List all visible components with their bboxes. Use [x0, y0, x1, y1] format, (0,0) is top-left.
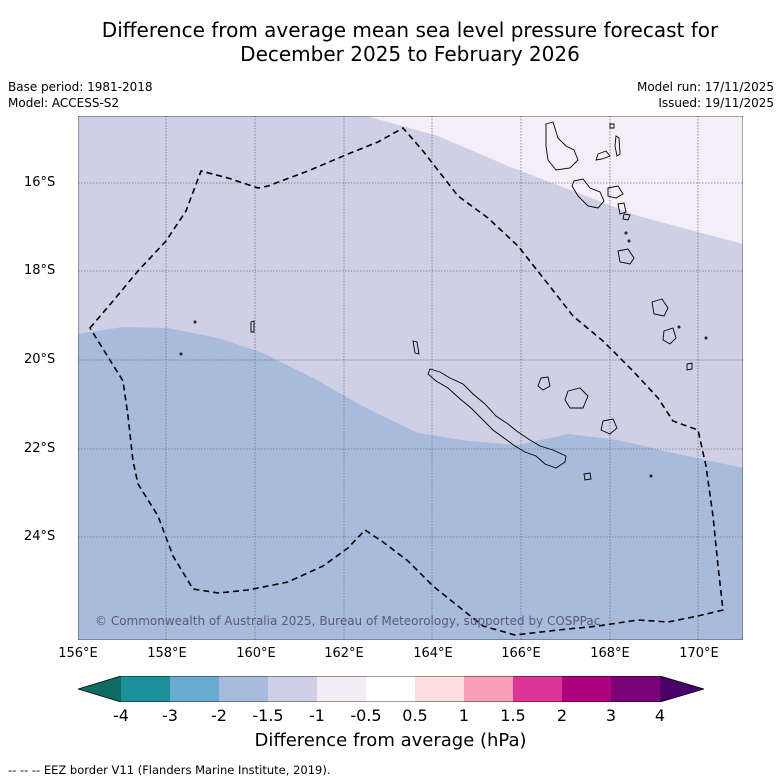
colorbar-tick-5: -0.5: [350, 706, 382, 725]
colorbar-segment-minus1_5-to-minus1: [268, 676, 317, 702]
lon-label-164e: 164°E: [413, 646, 453, 661]
model-name: Model: ACCESS-S2: [8, 96, 120, 110]
colorbar-segment-minus2-to-minus1_5: [219, 676, 268, 702]
issued-date: Issued: 19/11/2025: [658, 96, 774, 110]
island-maewo: [614, 135, 621, 157]
island-lifou: [564, 387, 589, 409]
island-chesterfield: [250, 320, 255, 333]
island-ambrym: [607, 185, 624, 199]
island-erromango: [651, 298, 669, 317]
anomaly-band-minus2-to-minus1_5: [78, 327, 743, 640]
colorbar-tick-11: 4: [654, 706, 666, 725]
island-ouvea: [537, 376, 551, 391]
island-epi: [617, 202, 627, 215]
colorbar-segment-minus3-to-minus2: [170, 676, 219, 702]
meta-right: Model run: 17/11/2025 Issued: 19/11/2025: [637, 79, 774, 111]
island-grande-terre: [427, 368, 567, 469]
colorbar-segment-below-minus4: [78, 676, 121, 702]
lat-label-20s: 20°S: [24, 352, 56, 367]
island-malekula: [571, 178, 605, 209]
lon-label-170e: 170°E: [679, 646, 719, 661]
colorbar-segment-minus1-to-minus0_5: [317, 676, 366, 702]
eez-legend: -- -- -- EEZ border V11 (Flanders Marine…: [8, 763, 331, 777]
island-aneityum: [686, 362, 693, 371]
islet-1: [677, 325, 681, 329]
colorbar-tick-2: -2: [211, 706, 227, 725]
colorbar-tick-4: -1: [309, 706, 325, 725]
lon-label-160e: 160°E: [236, 646, 276, 661]
island-tanna: [662, 327, 677, 345]
island-belep: [412, 340, 420, 355]
base-period: Base period: 1981-2018: [8, 80, 153, 94]
islet-4: [704, 336, 708, 340]
colorbar-title: Difference from average (hPa): [254, 730, 527, 751]
map-svg[interactable]: [77, 115, 744, 641]
colorbar-tick-3: -1.5: [252, 706, 284, 725]
colorbar-tick-9: 2: [556, 706, 568, 725]
island-malekula-north: [595, 150, 611, 161]
meta-left: Base period: 1981-2018 Model: ACCESS-S2: [8, 79, 153, 111]
lon-label-166e: 166°E: [501, 646, 541, 661]
islet-chesterfield-2: [193, 320, 197, 324]
lat-label-24s: 24°S: [24, 529, 56, 544]
colorbar-segment-2-to-3: [562, 676, 611, 702]
colorbar: [78, 676, 704, 702]
map-title: Difference from average mean sea level p…: [0, 18, 781, 66]
lat-label-16s: 16°S: [24, 175, 56, 190]
eez-border: [89, 126, 724, 636]
title-line-1: Difference from average mean sea level p…: [101, 18, 719, 42]
colorbar-segment-minus4-to-minus3: [121, 676, 170, 702]
islet-3: [627, 239, 631, 243]
colorbar-tick-7: 1: [458, 706, 470, 725]
island-shepherd: [622, 213, 631, 221]
lon-label-156e: 156°E: [58, 646, 98, 661]
colorbar-segment-0_5-to-1: [415, 676, 464, 702]
lon-label-162e: 162°E: [324, 646, 364, 661]
colorbar-segment-1-to-1_5: [464, 676, 513, 702]
colorbar-segment-minus0_5-to-0_5: [366, 676, 415, 702]
islet-chesterfield-1: [179, 352, 183, 356]
colorbar-tick-1: -3: [162, 706, 178, 725]
island-espiritu-santo: [545, 121, 579, 171]
colorbar-tick-0: -4: [113, 706, 129, 725]
anomaly-band-minus1-to-minus0_5: [366, 116, 743, 244]
islet-2: [624, 231, 628, 235]
vanuatu-islands: [545, 121, 708, 371]
lon-label-168e: 168°E: [590, 646, 630, 661]
islet-matthew: [649, 474, 653, 478]
island-north-banks: [609, 123, 615, 129]
colorbar-tick-6: 0.5: [402, 706, 428, 725]
colorbar-segment-above-4: [660, 676, 704, 702]
new-caledonia: [179, 320, 653, 481]
colorbar-tick-10: 3: [605, 706, 617, 725]
colorbar-tick-8: 1.5: [500, 706, 526, 725]
map-panel[interactable]: [77, 115, 744, 641]
model-run: Model run: 17/11/2025: [636, 80, 774, 94]
island-efate: [617, 248, 635, 265]
lat-label-18s: 18°S: [24, 263, 56, 278]
colorbar-segment-3-to-4: [611, 676, 660, 702]
lon-label-158e: 158°E: [147, 646, 187, 661]
copyright-notice: © Commonwealth of Australia 2025, Bureau…: [95, 614, 601, 628]
lat-label-22s: 22°S: [24, 441, 56, 456]
island-mare: [600, 418, 618, 435]
colorbar-segment-1_5-to-2: [513, 676, 562, 702]
title-line-2: December 2025 to February 2026: [240, 42, 580, 66]
island-ile-des-pins: [583, 472, 592, 481]
